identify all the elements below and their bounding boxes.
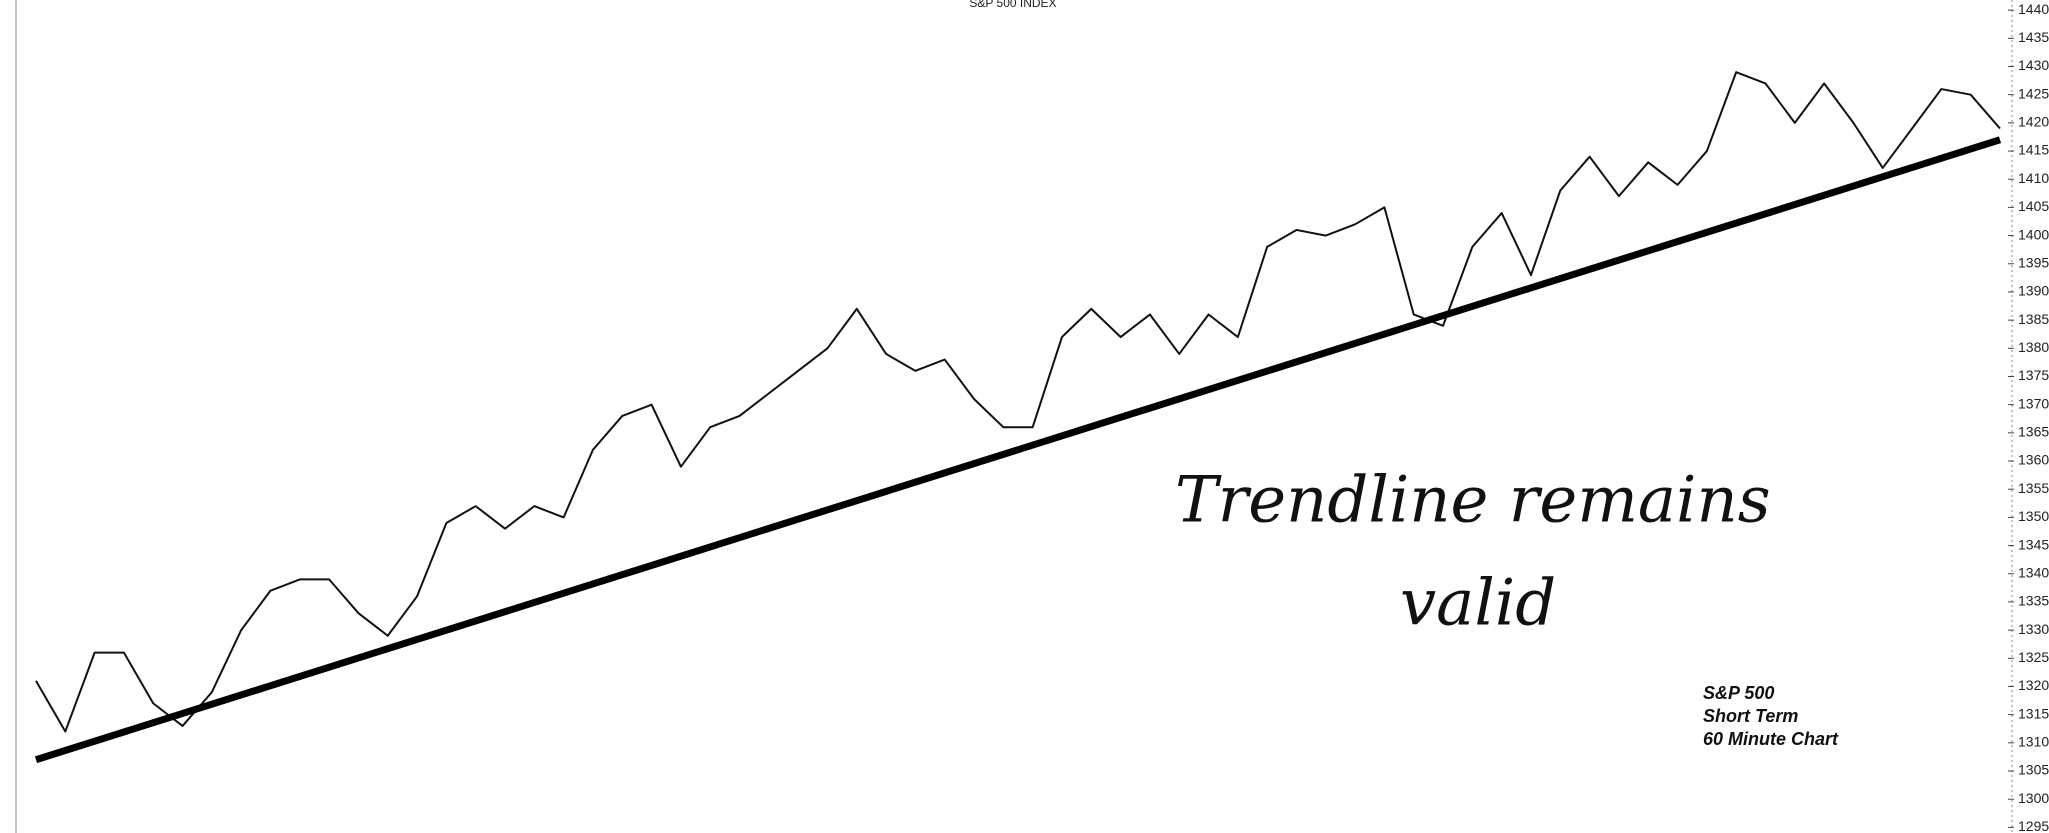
- y-tick-label: 1375: [2018, 367, 2049, 383]
- y-tick-label: 1370: [2018, 395, 2049, 411]
- y-tick-label: 1325: [2018, 649, 2049, 665]
- y-tick-label: 1355: [2018, 480, 2049, 496]
- y-tick-label: 1395: [2018, 254, 2049, 270]
- chart-title: S&P 500 INDEX: [969, 0, 1056, 10]
- y-tick-label: 1420: [2018, 114, 2049, 130]
- y-tick-label: 1430: [2018, 57, 2049, 73]
- y-tick-label: 1300: [2018, 790, 2049, 806]
- y-tick-label: 1360: [2018, 452, 2049, 468]
- annotation: valid: [1400, 567, 1556, 641]
- y-tick-label: 1315: [2018, 705, 2049, 721]
- y-tick-label: 1365: [2018, 424, 2049, 440]
- trendline: [34, 136, 2002, 764]
- y-tick-label: 1440: [2018, 1, 2049, 17]
- y-tick-label: 1345: [2018, 536, 2049, 552]
- caption: S&P 500: [1703, 683, 1774, 703]
- y-tick-label: 1350: [2018, 508, 2049, 524]
- y-tick-label: 1385: [2018, 311, 2049, 327]
- y-tick-label: 1405: [2018, 198, 2049, 214]
- y-tick-label: 1400: [2018, 226, 2049, 242]
- caption: Short Term: [1703, 706, 1798, 726]
- y-tick-label: 1435: [2018, 29, 2049, 45]
- annotation: Trendline remains: [1175, 464, 1771, 538]
- y-tick-label: 1340: [2018, 564, 2049, 580]
- y-tick-label: 1310: [2018, 734, 2049, 750]
- y-tick-label: 1330: [2018, 621, 2049, 637]
- y-tick-label: 1380: [2018, 339, 2049, 355]
- y-tick-label: 1415: [2018, 142, 2049, 158]
- y-tick-label: 1425: [2018, 85, 2049, 101]
- caption: 60 Minute Chart: [1703, 729, 1839, 749]
- y-tick-label: 1410: [2018, 170, 2049, 186]
- y-tick-label: 1320: [2018, 677, 2049, 693]
- y-tick-label: 1390: [2018, 283, 2049, 299]
- y-tick-label: 1335: [2018, 593, 2049, 609]
- y-tick-label: 1305: [2018, 762, 2049, 778]
- price-line: [35, 71, 2001, 733]
- y-tick-label: 1295: [2018, 818, 2049, 833]
